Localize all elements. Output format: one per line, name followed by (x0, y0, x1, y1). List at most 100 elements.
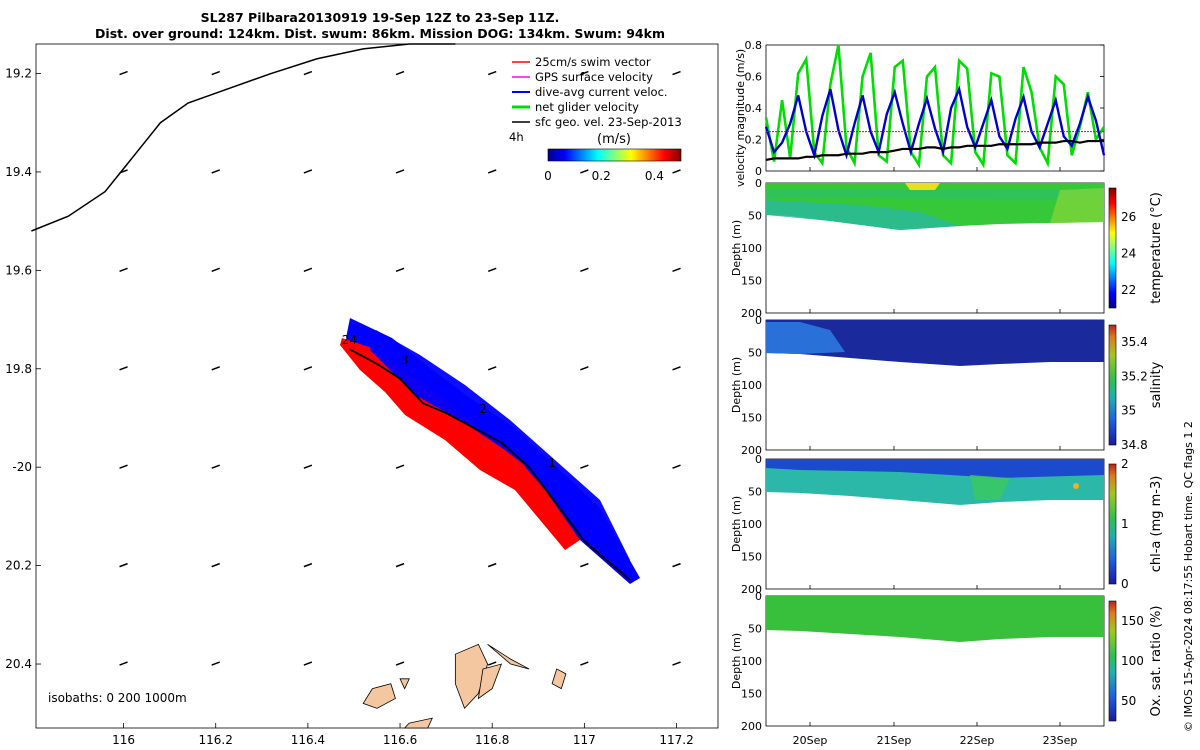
velocity-y-tick-label: 0.8 (745, 39, 763, 52)
map-legend: 25cm/s swim vector GPS surface velocity … (509, 55, 682, 183)
velocity-line (764, 85, 1106, 160)
geo-velocity-arrow (303, 70, 313, 76)
geo-velocity-arrow (672, 661, 681, 666)
colorbar-tick-label: 0.4 (645, 169, 664, 183)
geo-velocity-arrow (395, 169, 405, 174)
velocity-ylabel: velocity magnitude (m/s) (734, 49, 747, 187)
time-tick-label: 23Sep (1043, 734, 1078, 747)
time-axis: 20Sep 21Sep 22Sep 23Sep (793, 167, 1078, 747)
velocity-y-tick-label: 0 (755, 165, 762, 178)
colorbar-label: chl-a (mg m-3) (1149, 476, 1164, 573)
depth-tick-label: 150 (741, 688, 762, 701)
depth-tick-label: 50 (748, 347, 762, 360)
day-label: 24 (342, 333, 357, 347)
day-label: 1 (548, 456, 556, 470)
island (399, 678, 410, 690)
map-y-tick-label: -20 (12, 460, 32, 474)
chla-section (765, 458, 1105, 590)
colorbar-title: (m/s) (597, 132, 631, 147)
velocity-line (765, 139, 1104, 162)
island (454, 643, 489, 710)
island (362, 683, 396, 709)
chart-title: SL287 Pilbara20130919 19-Sep 12Z to 23-S… (200, 10, 560, 25)
geo-velocity-arrow (303, 661, 313, 666)
oxygen-section (765, 595, 1105, 727)
geo-velocity-arrow (672, 70, 681, 76)
oxygen-field (766, 596, 1104, 642)
depth-axis-label: Depth (m) (730, 357, 743, 413)
geo-velocity-arrow (211, 267, 220, 273)
geo-velocity-arrow (395, 267, 405, 273)
coastline (31, 43, 456, 232)
depth-tick-label: 150 (741, 412, 762, 425)
chart-subtitle: Dist. over ground: 124km. Dist. swum: 86… (95, 26, 665, 41)
colorbar (547, 148, 682, 162)
legend-gps: GPS surface velocity (535, 70, 653, 84)
island (403, 717, 434, 729)
geo-velocity-arrow (672, 464, 681, 469)
map-x-tick-label: 117.2 (659, 733, 693, 747)
depth-tick-label: 50 (748, 623, 762, 636)
depth-tick-label: 0 (755, 177, 762, 190)
colorbar-ticks: 0 0.2 0.4 (544, 169, 664, 183)
scale-label: 4h (509, 130, 524, 144)
geo-velocity-arrow (580, 169, 589, 174)
day-label: 3 (401, 353, 409, 367)
map-y-tick-label: 20.2 (5, 559, 32, 573)
section-colorbar (1108, 600, 1117, 722)
depth-tick-label: 100 (741, 518, 762, 531)
depth-tick-label: 0 (755, 590, 762, 603)
colorbar-tick-label: 150 (1121, 614, 1144, 628)
depth-tick-label: 150 (741, 275, 762, 288)
geo-velocity-arrow (580, 464, 589, 469)
colorbar-tick-label: 35 (1121, 404, 1136, 418)
depth-tick-label: 200 (741, 307, 762, 320)
geo-velocity-arrow (211, 169, 220, 174)
depth-tick-label: 100 (741, 655, 762, 668)
colorbar-tick-label: 1 (1121, 517, 1129, 531)
geo-velocity-arrow (395, 70, 405, 76)
geo-velocity-arrow (303, 169, 313, 174)
island (487, 644, 530, 670)
map-y-tick-label: 19.4 (5, 165, 32, 179)
legend-swim: 25cm/s swim vector (535, 55, 651, 69)
time-tick-label: 21Sep (877, 734, 912, 747)
geo-velocity-arrow (580, 661, 589, 666)
salinity-field (766, 320, 1104, 366)
map-x-tick-label: 116.2 (199, 733, 233, 747)
current-vector-overlay (370, 330, 630, 560)
map-y-tick-label: 19.8 (5, 362, 32, 376)
geo-velocity-arrow (303, 366, 313, 371)
depth-tick-label: 200 (741, 444, 762, 457)
map-x-tick-label: 116.6 (383, 733, 417, 747)
geo-velocity-arrow (487, 267, 497, 273)
velocity-series (764, 44, 1106, 169)
velocity-panel: 0 0.2 0.4 0.6 0.8 velocity magnitude (m/s) (734, 39, 1106, 187)
geo-velocity-arrow (395, 661, 405, 666)
map-panel: 24 3 2 1 116 116.2 116.4 116.6 116.8 117 117.2 19… (5, 43, 719, 747)
legend-geo: sfc geo. vel. 23-Sep-2013 (535, 115, 682, 129)
map-x-tick-label: 117 (573, 733, 596, 747)
geo-velocity-arrow (211, 366, 220, 371)
velocity-y-tick-label: 0.2 (745, 134, 763, 147)
geo-velocity-arrow (487, 70, 497, 76)
islands (362, 643, 567, 729)
time-tick-label: 22Sep (960, 734, 995, 747)
swim-vector-swath (340, 338, 580, 550)
depth-tick-label: 100 (741, 242, 762, 255)
geo-velocity-arrow (580, 70, 589, 76)
map-y-tick-label: 19.6 (5, 263, 32, 277)
depth-axis-label: Depth (m) (730, 633, 743, 689)
depth-tick-label: 50 (748, 486, 762, 499)
section-colorbar (1108, 463, 1117, 585)
colorbar-tick-label: 35.4 (1121, 335, 1148, 349)
temperature-section (765, 182, 1105, 314)
colorbar-tick-label: 34.8 (1121, 438, 1148, 452)
colorbar-tick-label: 0 (1121, 577, 1129, 591)
geo-velocity-arrow (395, 464, 405, 469)
velocity-y-axis: 0 0.2 0.4 0.6 0.8 (745, 39, 1104, 178)
depth-tick-label: 0 (755, 314, 762, 327)
geo-velocity-arrow (580, 562, 589, 568)
geo-velocity-arrow (119, 267, 128, 273)
